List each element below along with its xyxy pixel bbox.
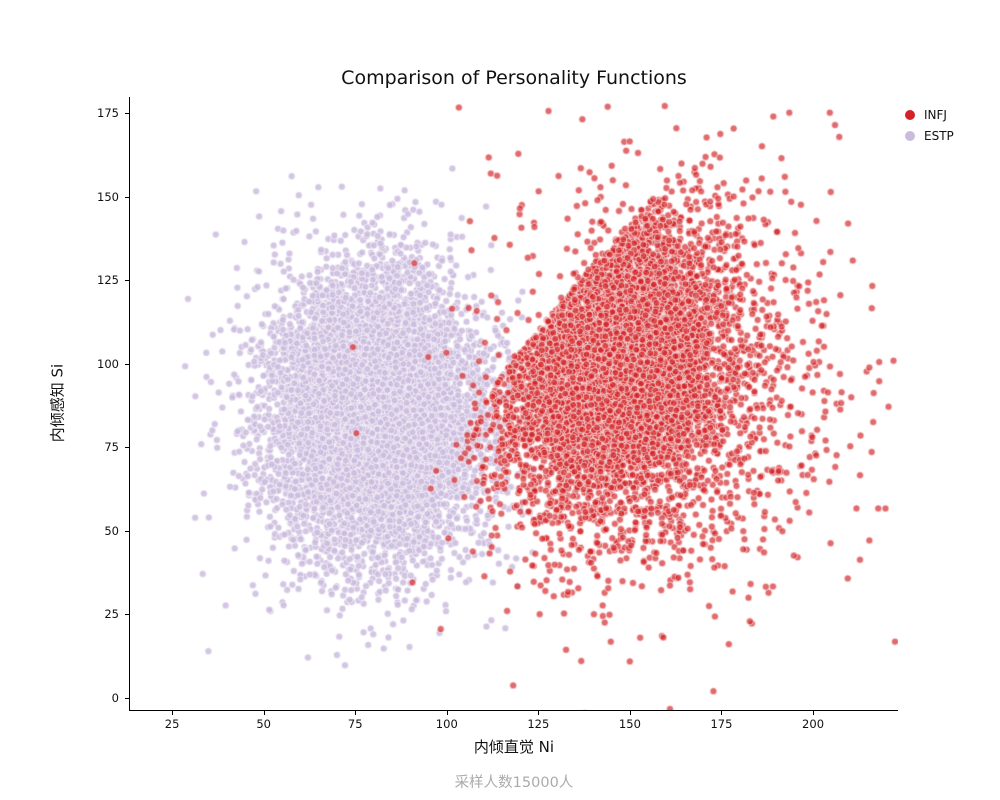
x-tick-label: 25 (164, 717, 180, 731)
y-tick-mark (125, 614, 129, 616)
x-tick-mark (813, 711, 815, 715)
x-tick-label: 100 (435, 717, 458, 731)
chart-title: Comparison of Personality Functions (341, 67, 687, 89)
y-tick-label: 0 (111, 690, 119, 705)
legend-marker-icon (905, 131, 915, 141)
x-tick-label: 125 (527, 717, 550, 731)
x-tick-label: 75 (347, 717, 363, 731)
x-tick-label: 200 (802, 717, 825, 731)
legend: INFJ ESTP (905, 108, 954, 143)
y-tick-mark (125, 697, 129, 699)
legend-entry-infj: INFJ (905, 108, 954, 122)
y-tick-mark (125, 363, 129, 365)
y-tick-label: 75 (104, 440, 119, 455)
y-tick-mark (125, 447, 129, 449)
y-tick-mark (125, 113, 129, 115)
x-tick-mark (172, 711, 174, 715)
legend-marker-icon (905, 110, 915, 120)
x-tick-mark (355, 711, 357, 715)
y-tick-mark (125, 280, 129, 282)
x-axis-label: 内倾直觉 Ni (473, 738, 555, 756)
y-axis-spine (129, 97, 130, 711)
plot-area (130, 97, 898, 710)
x-tick-mark (263, 711, 265, 715)
legend-entry-estp: ESTP (905, 129, 954, 143)
legend-label: ESTP (924, 129, 954, 143)
y-tick-label: 175 (97, 106, 119, 121)
x-tick-mark (629, 711, 631, 715)
y-tick-label: 150 (97, 189, 119, 204)
y-tick-label: 125 (97, 273, 119, 288)
scatter-points-canvas (130, 97, 898, 710)
x-tick-mark (538, 711, 540, 715)
legend-label: INFJ (924, 108, 947, 122)
y-tick-label: 50 (104, 523, 119, 538)
x-axis-spine (129, 710, 898, 711)
x-tick-mark (721, 711, 723, 715)
sample-size-caption: 采样人数15000人 (454, 775, 574, 791)
y-tick-mark (125, 196, 129, 198)
x-tick-mark (446, 711, 448, 715)
y-tick-label: 25 (104, 607, 119, 622)
x-tick-label: 150 (618, 717, 641, 731)
y-tick-mark (125, 530, 129, 532)
x-tick-label: 175 (710, 717, 733, 731)
y-axis-label: 内倾感知 Si (48, 363, 67, 443)
y-tick-label: 100 (97, 356, 119, 371)
x-tick-label: 50 (256, 717, 271, 731)
